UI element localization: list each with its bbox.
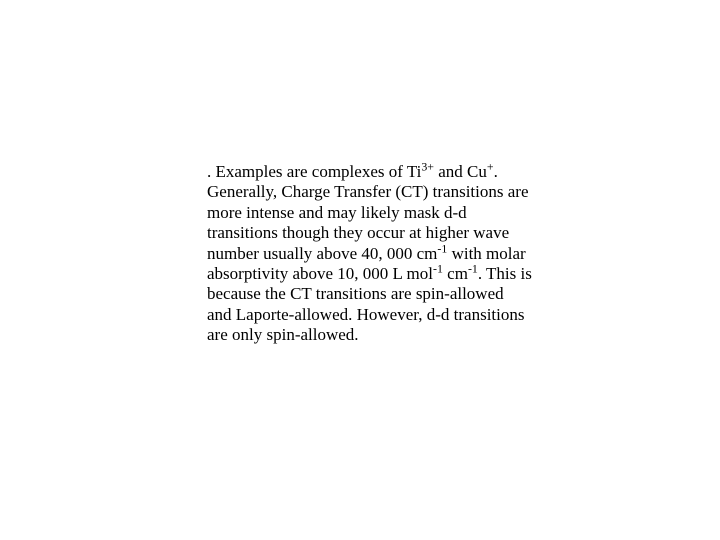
page: . Examples are complexes of Ti3+ and Cu+… (0, 0, 720, 540)
superscript: 3+ (421, 159, 434, 173)
superscript: + (487, 159, 494, 173)
superscript: -1 (468, 261, 478, 275)
superscript: -1 (437, 241, 447, 255)
superscript: -1 (433, 261, 443, 275)
body-paragraph: . Examples are complexes of Ti3+ and Cu+… (207, 162, 532, 346)
